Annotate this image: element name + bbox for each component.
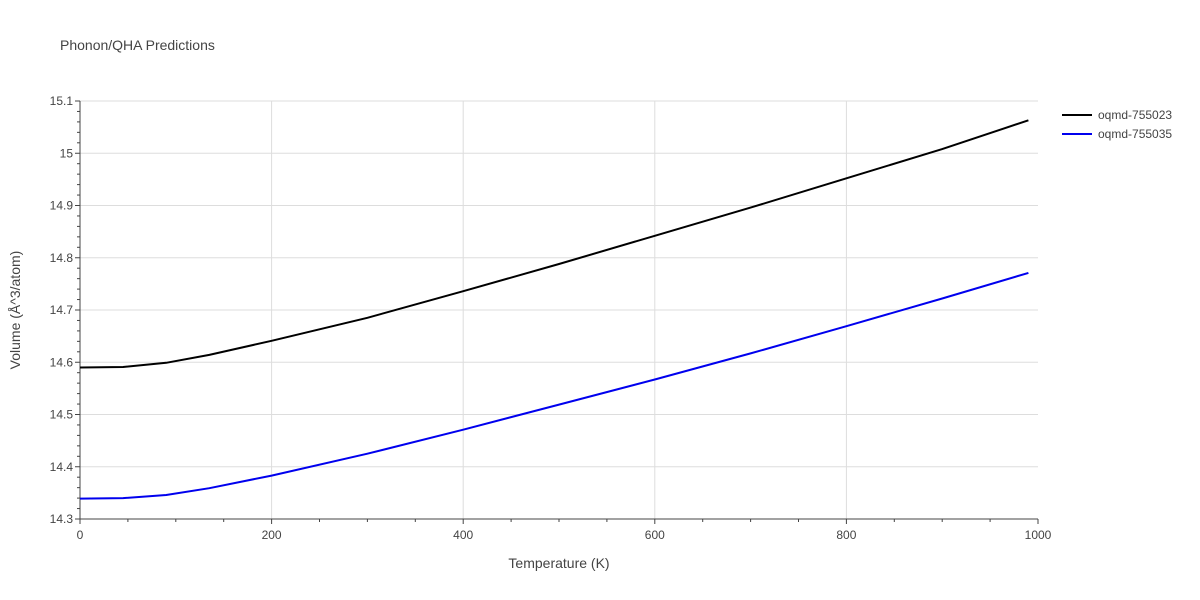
y-tick-label: 15.1 — [50, 94, 74, 108]
x-tick-label: 1000 — [1025, 528, 1052, 542]
y-tick-label: 14.8 — [50, 251, 74, 265]
x-axis-title: Temperature (K) — [508, 555, 609, 571]
legend-label: oqmd-755035 — [1098, 127, 1172, 141]
y-tick-label: 14.4 — [50, 460, 74, 474]
y-tick-label: 14.9 — [50, 199, 74, 213]
legend[interactable]: oqmd-755023 oqmd-755035 — [1062, 108, 1172, 141]
grid — [80, 100, 1038, 519]
series-line-oqmd-755035 — [79, 271, 1029, 500]
legend-item-oqmd-755035[interactable]: oqmd-755035 — [1062, 127, 1172, 141]
series-line-oqmd-755023 — [79, 119, 1029, 369]
x-tick-label: 800 — [836, 528, 856, 542]
y-axis-title: Volume (Å^3/atom) — [7, 251, 23, 370]
y-tick-label: 14.5 — [50, 408, 74, 422]
legend-item-oqmd-755023[interactable]: oqmd-755023 — [1062, 108, 1172, 122]
chart-title: Phonon/QHA Predictions — [60, 37, 215, 53]
x-tick-label: 600 — [645, 528, 665, 542]
axes: 0 200 400 600 800 1000 14.3 14.4 14.5 14.6 14.7 14.… — [50, 94, 1052, 542]
x-tick-label: 200 — [262, 528, 282, 542]
y-tick-label: 14.3 — [50, 512, 74, 526]
y-tick-label: 14.7 — [50, 303, 74, 317]
x-tick-label: 400 — [453, 528, 473, 542]
y-tick-label: 14.6 — [50, 355, 74, 369]
series-group — [79, 119, 1029, 500]
y-tick-label: 15 — [60, 146, 74, 160]
x-tick-label: 0 — [77, 528, 84, 542]
legend-label: oqmd-755023 — [1098, 108, 1172, 122]
